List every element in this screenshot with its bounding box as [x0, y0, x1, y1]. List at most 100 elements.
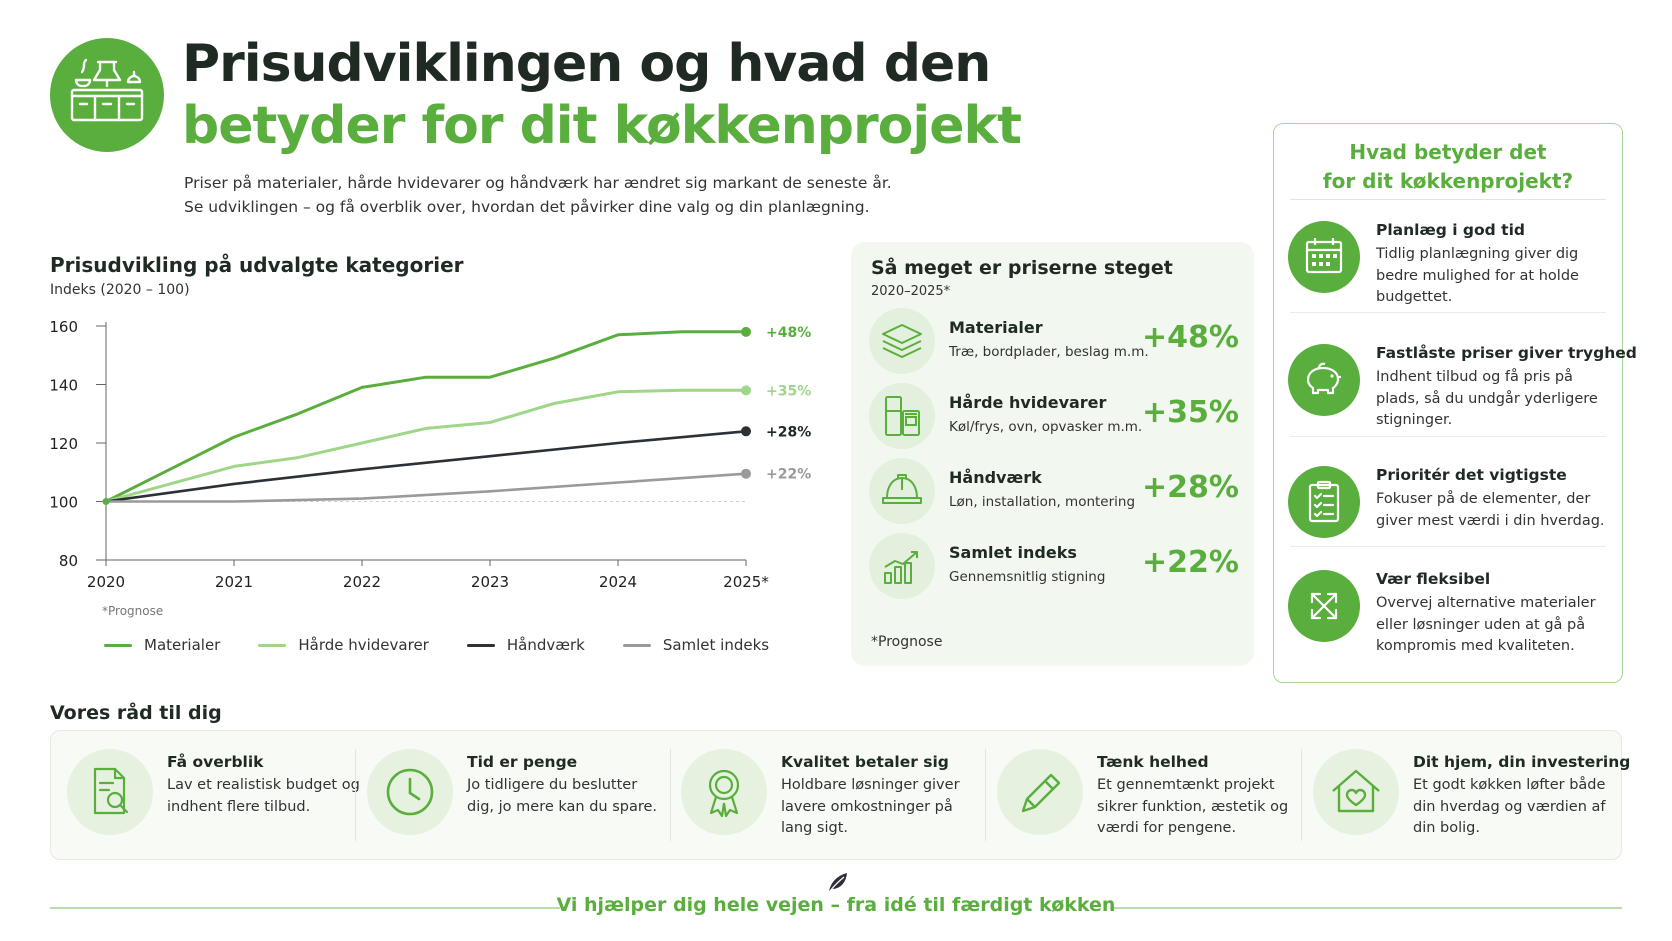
- checklist-icon: [1288, 466, 1360, 538]
- series-end-label: +48%: [766, 325, 811, 341]
- advice-text: Jo tidligere du beslutter dig, jo mere k…: [467, 777, 658, 815]
- price-row-pct: +22%: [1142, 545, 1239, 580]
- advice-title: Få overblik: [167, 753, 264, 771]
- price-box-note: *Prognose: [871, 634, 943, 650]
- price-row-name: Hårde hvidevarer: [949, 393, 1107, 412]
- series-end-label: +22%: [766, 467, 811, 483]
- kitchen-icon: [70, 58, 144, 122]
- price-row-samlet-indeks: Samlet indeks Gennemsnitlig stigning +22…: [869, 533, 1239, 599]
- clock-icon: [367, 749, 453, 835]
- series-end-point: [741, 385, 751, 396]
- advice-heading: Vores råd til dig: [50, 702, 222, 724]
- price-row-haarde-hvidevarer: Hårde hvidevarer Køl/frys, ovn, opvasker…: [869, 383, 1239, 449]
- x-tick-label: 2021: [215, 573, 253, 591]
- advice-title: Tænk helhed: [1097, 753, 1209, 771]
- price-row-pct: +28%: [1142, 470, 1239, 505]
- legend-label: Hårde hvidevarer: [298, 636, 429, 654]
- price-increase-box: Så meget er priserne steget 2020–2025* M…: [851, 242, 1254, 666]
- implication-title: Prioritér det vigtigste: [1376, 466, 1567, 484]
- intro-text-line1: Priser på materialer, hårde hvidevarer o…: [184, 174, 892, 192]
- price-row-desc: Træ, bordplader, beslag m.m.: [949, 344, 1149, 360]
- implications-title-line1: Hvad betyder det: [1349, 140, 1547, 164]
- divider: [1290, 312, 1606, 313]
- series-end-label: +28%: [766, 424, 811, 440]
- price-row-desc: Løn, installation, montering: [949, 494, 1136, 510]
- divider: [1290, 546, 1606, 547]
- divider: [1290, 436, 1606, 437]
- implication-text: Overvej alternative materialer eller løs…: [1376, 595, 1596, 654]
- legend-item-materialer: Materialer: [104, 636, 220, 654]
- divider: [1290, 199, 1606, 200]
- series-line: [104, 330, 748, 503]
- implication-title: Planlæg i god tid: [1376, 221, 1525, 239]
- legend-item-haarde-hvidevarer: Hårde hvidevarer: [258, 636, 429, 654]
- legend-label: Håndværk: [506, 636, 585, 654]
- footer-tagline: Vi hjælper dig hele vejen – fra idé til …: [556, 894, 1116, 916]
- x-tick-label: 2020: [87, 573, 125, 591]
- advice-text: Et gennemtænkt projekt sikrer funktion, …: [1097, 777, 1289, 836]
- page-title-line1: Prisudviklingen og hvad den: [182, 34, 991, 94]
- x-tick-label: 2023: [471, 573, 509, 591]
- chart-series: [102, 326, 751, 505]
- implication-title: Vær fleksibel: [1376, 570, 1491, 588]
- house-heart-icon: [1313, 749, 1399, 835]
- chart-subtitle: Indeks (2020 – 100): [50, 282, 190, 298]
- y-tick-label: 80: [59, 552, 78, 570]
- advice-box: Få overblik Lav et realistisk budget og …: [50, 730, 1630, 860]
- legend-label: Samlet indeks: [662, 636, 770, 654]
- series-line: [104, 388, 748, 503]
- advice-title: Dit hjem, din investering: [1413, 753, 1631, 771]
- price-box-title: Så meget er priserne steget: [871, 257, 1173, 279]
- helmet-icon: [869, 458, 935, 524]
- price-row-name: Materialer: [949, 318, 1043, 337]
- calendar-icon: [1288, 221, 1360, 293]
- y-tick-label: 140: [49, 377, 78, 395]
- price-row-desc: Køl/frys, ovn, opvasker m.m.: [949, 419, 1143, 435]
- legend-label: Materialer: [144, 636, 221, 654]
- divider: [985, 749, 986, 841]
- legend-swatch: [104, 643, 132, 647]
- divider: [355, 749, 356, 841]
- advice-title: Kvalitet betaler sig: [781, 753, 949, 771]
- advice-text: Lav et realistisk budget og indhent fler…: [167, 777, 360, 815]
- advice-title: Tid er penge: [467, 753, 578, 771]
- price-box-subtitle: 2020–2025*: [871, 284, 951, 299]
- series-line: [104, 430, 748, 503]
- price-row-materialer: Materialer Træ, bordplader, beslag m.m. …: [869, 308, 1239, 374]
- price-row-desc: Gennemsnitlig stigning: [949, 569, 1106, 585]
- y-tick-label: 160: [49, 318, 78, 336]
- x-tick-label: 2022: [343, 573, 381, 591]
- series-end-point: [741, 426, 751, 437]
- series-end-label: +35%: [766, 383, 811, 399]
- kitchen-logo: [50, 38, 164, 152]
- series-start-point: [102, 498, 110, 505]
- price-row-name: Håndværk: [949, 468, 1042, 487]
- divider: [1301, 749, 1302, 841]
- x-tick-label: 2024: [599, 573, 637, 591]
- y-tick-label: 120: [49, 435, 78, 453]
- chart-axes: 80 100 120 140 160 2020 2021 2022 2023 2024 2025*: [49, 318, 769, 591]
- implications-title-line2: for dit køkkenprojekt?: [1322, 169, 1574, 193]
- intro-text-line2: Se udviklingen – og få overblik over, hv…: [184, 198, 870, 216]
- implication-text: Indhent tilbud og få pris på plads, så d…: [1376, 369, 1598, 428]
- advice-text: Et godt køkken løfter både din hverdag o…: [1413, 777, 1606, 836]
- arrows-icon: [1288, 570, 1360, 642]
- advice-text: Holdbare løsninger giver lavere omkostni…: [781, 777, 960, 836]
- legend-swatch: [622, 643, 651, 647]
- appliance-icon: [869, 383, 935, 449]
- series-end-point: [741, 468, 751, 479]
- footer-line-left: [50, 907, 560, 909]
- chart-end-labels: +48% +35% +28% +22%: [766, 325, 811, 483]
- page-title-line2: betyder for dit køkkenprojekt: [182, 96, 1022, 156]
- chart-legend: Materialer Hårde hvidevarer Håndværk Sam…: [104, 636, 769, 654]
- series-end-point: [741, 326, 751, 337]
- price-row-name: Samlet indeks: [949, 543, 1077, 562]
- chart-forecast-note: *Prognose: [102, 604, 164, 618]
- series-line: [104, 472, 748, 503]
- price-row-haandvaerk: Håndværk Løn, installation, montering +2…: [869, 458, 1239, 524]
- legend-swatch: [258, 643, 287, 647]
- divider: [670, 749, 671, 841]
- pencil-icon: [997, 749, 1083, 835]
- implication-text: Fokuser på de elementer, der giver mest …: [1376, 491, 1605, 529]
